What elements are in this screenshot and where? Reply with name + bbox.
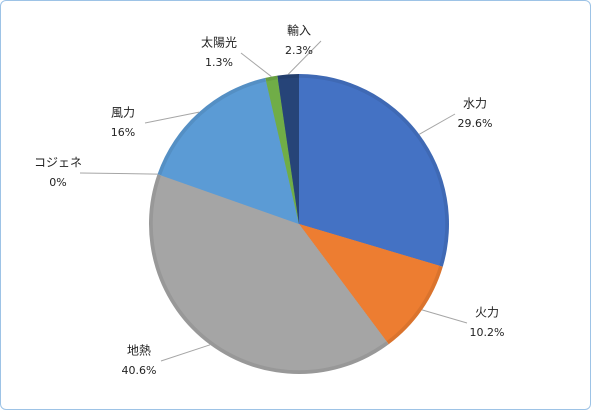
leader-line	[421, 309, 468, 324]
slice-label: 輸入	[287, 23, 311, 38]
pie-slice-face	[277, 77, 299, 224]
slice-value-label: 29.6%	[458, 117, 493, 130]
slice-label: 太陽光	[201, 35, 237, 50]
slice-label: 火力	[475, 306, 499, 320]
pie-slice-face	[161, 81, 299, 225]
leader-line	[418, 113, 456, 135]
slice-value-label: 1.3%	[205, 56, 233, 69]
slice-label: 地熱	[127, 344, 151, 358]
leader-line	[160, 344, 211, 362]
slice-value-label: 40.6%	[122, 364, 157, 377]
slice-label: 水力	[463, 97, 487, 111]
leader-line	[144, 111, 200, 124]
slice-label: コジェネ	[34, 156, 82, 170]
leader-line	[79, 172, 158, 175]
pie-slice-face	[266, 79, 299, 224]
slice-value-label: 10.2%	[470, 326, 505, 339]
leader-line	[287, 40, 322, 75]
slice-value-label: 0%	[49, 176, 66, 189]
pie-slice-face	[299, 77, 446, 266]
pie-slice-face	[152, 175, 387, 371]
slice-value-label: 16%	[111, 126, 135, 139]
slice-value-label: 2.3%	[285, 44, 313, 57]
pie-slice-face	[299, 224, 440, 342]
slice-label: 風力	[111, 106, 135, 120]
leader-line	[240, 52, 272, 77]
